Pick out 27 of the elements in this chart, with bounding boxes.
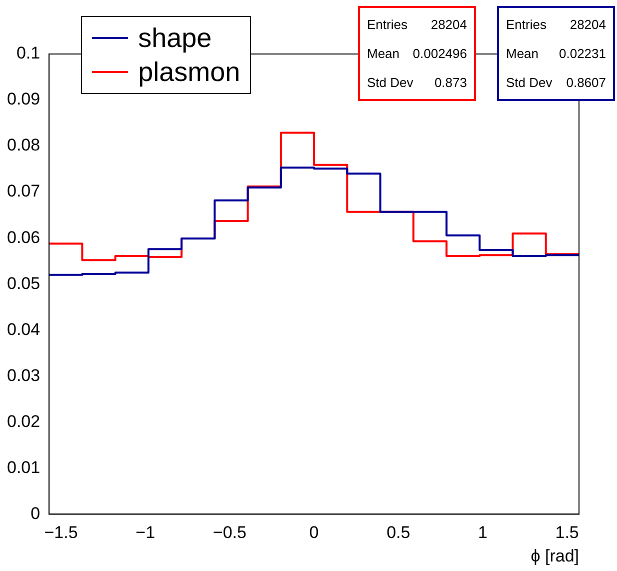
y-tick-label: 0.01	[6, 458, 40, 477]
y-tick-label: 0.1	[16, 44, 40, 63]
annotation: Std Dev 0.8607	[506, 75, 606, 90]
annotation: Mean 0.002496	[367, 46, 467, 61]
text: Entries 28204	[506, 17, 606, 32]
text: Entries 28204	[367, 17, 467, 32]
legend-label: plasmon	[138, 56, 240, 88]
y-tick-label: 0.09	[6, 90, 40, 109]
x-axis-title: ϕ [rad]	[530, 546, 579, 566]
x-tick-label: 1	[478, 523, 488, 542]
x-tick-label: −0.5	[212, 523, 246, 542]
x-tick-label: −1.5	[44, 523, 78, 542]
x-tick-label: 0.5	[386, 523, 410, 542]
text: Mean 0.02231	[506, 46, 606, 61]
y-tick-label: 0	[30, 504, 40, 523]
legend-label: shape	[138, 22, 212, 54]
x-tick-label: −1	[136, 523, 156, 542]
text: Std Dev 0.873	[367, 75, 467, 90]
y-tick-label: 0.04	[6, 320, 40, 339]
y-tick-label: 0.05	[6, 274, 40, 293]
y-tick-label: 0.02	[6, 412, 40, 431]
y-tick-label: 0.06	[6, 228, 40, 247]
y-tick-label: 0.03	[6, 366, 40, 385]
x-tick-label: 0	[309, 523, 319, 542]
y-tick-label: 0.07	[6, 182, 40, 201]
x-tick-label: 1.5	[555, 523, 579, 542]
y-tick-label: 0.08	[6, 136, 40, 155]
